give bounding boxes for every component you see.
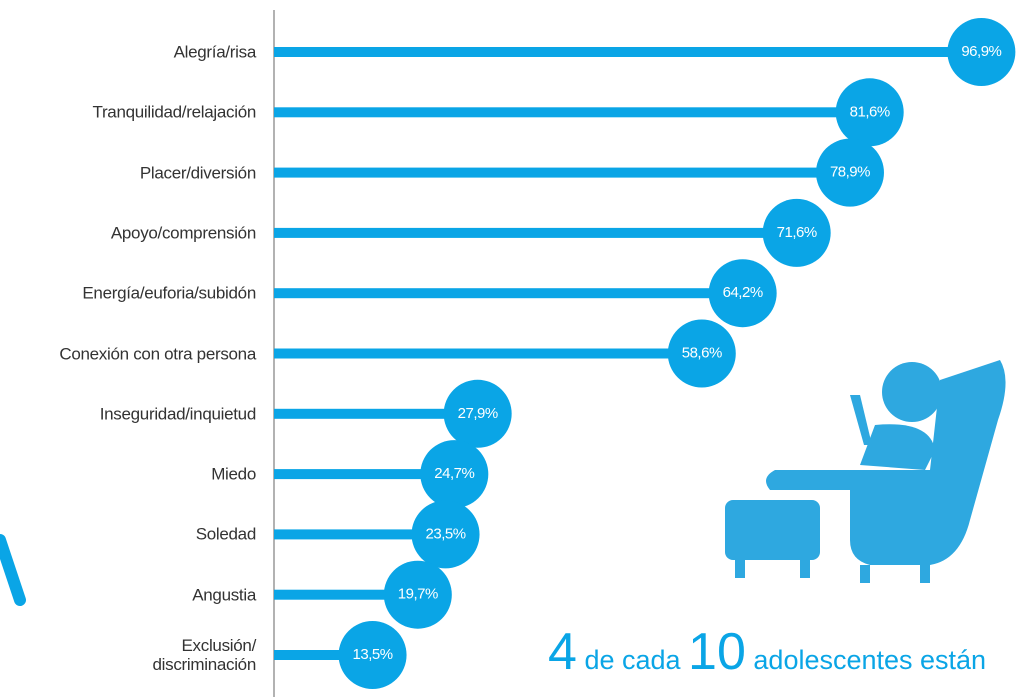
annotation: 4 de cada 10 adolescentes están <box>548 622 986 682</box>
category-label: Alegría/risa <box>173 42 257 62</box>
bar <box>274 47 982 57</box>
value-bubble <box>411 500 480 569</box>
value-bubble <box>947 18 1016 86</box>
bar <box>274 469 455 480</box>
value-label: 19,7% <box>398 586 438 603</box>
bar <box>274 650 373 660</box>
bar <box>274 529 446 540</box>
category-label: Soledad <box>195 524 257 544</box>
value-bubble <box>815 138 884 207</box>
value-label: 71,6% <box>777 224 817 241</box>
bar <box>274 408 478 419</box>
bar <box>274 227 797 238</box>
annotation-number: 10 <box>688 623 746 681</box>
icon-person-armchair <box>725 360 1006 583</box>
category-label: Inseguridad/inquietud <box>99 404 257 424</box>
category-label: Placer/diversión <box>139 163 256 183</box>
value-label: 78,9% <box>830 164 870 181</box>
annotation-text: adolescentes están <box>753 645 987 675</box>
decoration <box>0 534 26 606</box>
value-bubble <box>667 319 736 388</box>
value-label: 81,6% <box>850 103 890 120</box>
bar <box>274 107 870 118</box>
value-bubble <box>420 440 489 509</box>
category-label: Miedo <box>211 464 256 484</box>
category-label: Angustia <box>192 585 256 605</box>
value-bubble <box>383 560 452 629</box>
category-label: Tranquilidad/relajación <box>92 102 256 122</box>
category-label: Conexión con otra persona <box>59 344 256 363</box>
value-label: 58,6% <box>682 344 722 361</box>
annotation-number: 4 <box>548 623 577 681</box>
value-bubble <box>835 78 904 147</box>
value-bubble <box>338 621 407 689</box>
bar <box>274 589 418 600</box>
category-label: Energía/euforia/subidón <box>82 283 256 303</box>
annotation-text: de cada <box>584 645 681 675</box>
bar <box>274 167 850 178</box>
value-label: 23,5% <box>426 525 466 542</box>
value-bubble <box>443 379 512 448</box>
value-label: 96,9% <box>961 43 1001 60</box>
category-label: Exclusión/ discriminación <box>152 636 256 674</box>
value-label: 27,9% <box>458 405 498 422</box>
value-bubble <box>708 259 777 328</box>
bar <box>274 288 743 299</box>
value-label: 13,5% <box>353 646 393 663</box>
value-label: 64,2% <box>723 284 763 301</box>
category-label: Apoyo/comprensión <box>110 223 256 243</box>
value-label: 24,7% <box>434 465 474 482</box>
value-bubble <box>762 198 831 267</box>
bar <box>274 348 702 359</box>
